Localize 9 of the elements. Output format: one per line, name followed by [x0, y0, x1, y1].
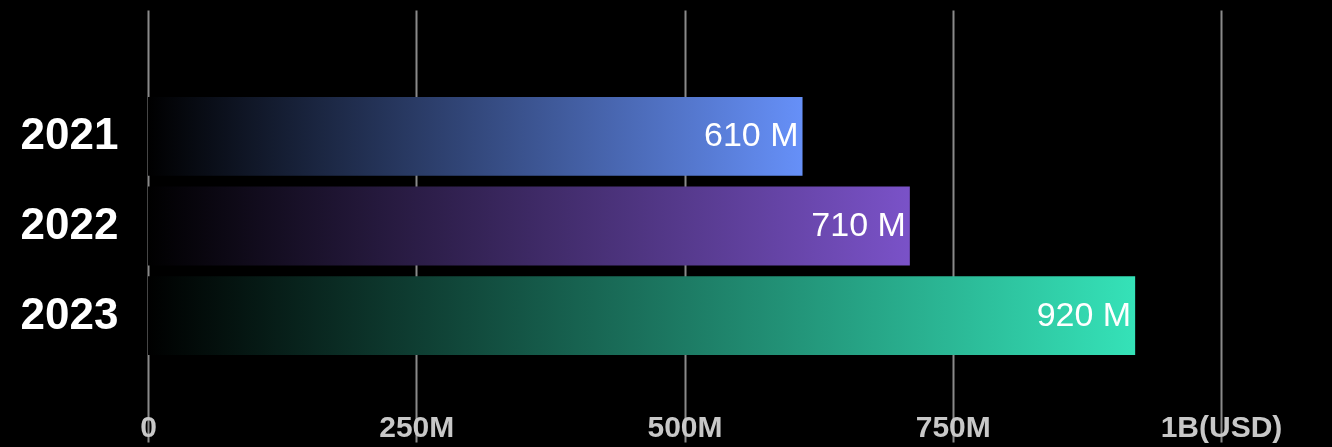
data-label: 920 M: [1036, 294, 1132, 333]
bar: [148, 186, 910, 266]
y-tick-label: 2022: [20, 199, 119, 248]
bar: [148, 96, 803, 176]
data-label: 610 M: [704, 115, 799, 154]
y-tick-label: 2021: [20, 109, 119, 159]
data-label: 710 M: [811, 205, 906, 243]
y-tick-label: 2023: [20, 288, 119, 338]
bar: [148, 276, 1136, 356]
